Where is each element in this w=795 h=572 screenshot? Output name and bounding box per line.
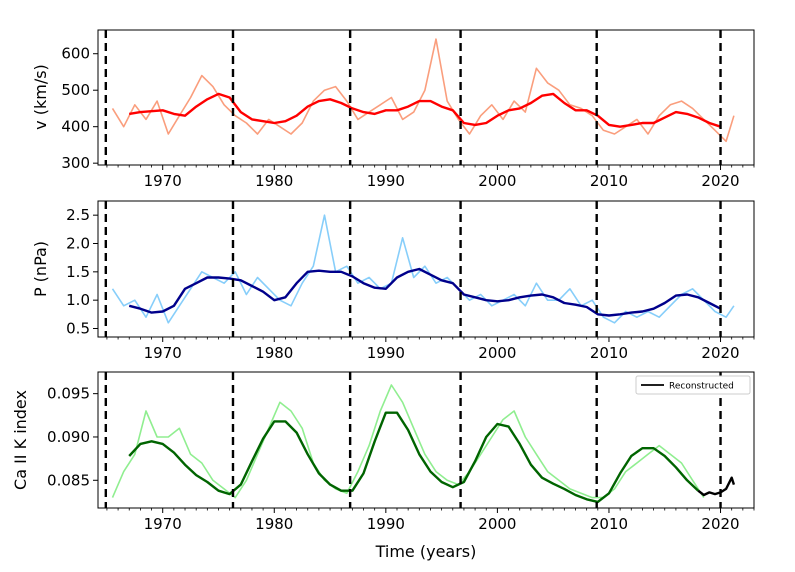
y-tick-label-pressure-2: 1.5 xyxy=(66,263,90,281)
x-axis-label: Time (years) xyxy=(375,542,477,561)
panel-pressure-frame xyxy=(97,200,755,338)
x-tick-label-velocity-2010: 2010 xyxy=(590,172,628,190)
x-tick-label-pressure-1970: 1970 xyxy=(144,344,182,362)
y-tick-label-pressure-1: 1.0 xyxy=(66,291,90,309)
x-tick-label-velocity-1990: 1990 xyxy=(367,172,405,190)
panel-pressure: 1970 1980 1990 2000 2010 20200.51.01.52.02.5 … xyxy=(31,200,755,362)
x-tick-label-velocity-2000: 2000 xyxy=(478,172,516,190)
legend-box xyxy=(635,375,751,395)
x-tick-label-velocity-1970: 1970 xyxy=(144,172,182,190)
series-velocity-v-monthly xyxy=(111,38,735,143)
x-tick-label-pressure-1990: 1990 xyxy=(367,344,405,362)
legend-label-reconstructed: Reconstructed xyxy=(669,382,734,392)
x-tick-label-caiik-1980: 1980 xyxy=(255,515,293,533)
x-tick-label-caiik-1970: 1970 xyxy=(144,515,182,533)
series-pressure-p-smoothed xyxy=(128,267,722,317)
y-tick-label-caiik-1: 0.090 xyxy=(47,428,90,446)
x-tick-label-pressure-2020: 2020 xyxy=(701,344,739,362)
y-tick-label-velocity-1: 400 xyxy=(61,118,90,136)
x-tick-label-pressure-2000: 2000 xyxy=(478,344,516,362)
x-tick-label-velocity-1980: 1980 xyxy=(255,172,293,190)
y-tick-label-velocity-2: 500 xyxy=(61,81,90,99)
panel-velocity-frame xyxy=(97,29,755,166)
series-caiik-reconstructed xyxy=(697,476,736,497)
y-tick-label-pressure-4: 2.5 xyxy=(66,206,90,224)
y-axis-label-caiik: Ca II K index xyxy=(11,390,30,490)
x-tick-label-caiik-2020: 2020 xyxy=(701,515,739,533)
legend: Reconstructed xyxy=(635,375,751,395)
panel-caiik: 1970 1980 1990 2000 2010 20200.0850.0900.095 … xyxy=(11,371,755,533)
x-tick-label-pressure-2010: 2010 xyxy=(590,344,628,362)
x-tick-label-caiik-2010: 2010 xyxy=(590,515,628,533)
y-axis-label-pressure: P (nPa) xyxy=(31,241,50,297)
y-tick-label-pressure-3: 2.0 xyxy=(66,235,90,253)
series-pressure-p-monthly xyxy=(111,214,735,324)
y-tick-label-pressure-0: 0.5 xyxy=(66,320,90,338)
x-tick-label-caiik-1990: 1990 xyxy=(367,515,405,533)
series-velocity-v-smoothed xyxy=(129,92,721,128)
series-caiik-ca-ii-k-smoothed xyxy=(128,411,700,504)
y-axis-label-velocity: v (km/s) xyxy=(31,64,50,130)
y-tick-label-caiik-2: 0.095 xyxy=(47,385,90,403)
panel-velocity: 1970 1980 1990 2000 2010 2020 300 400 500 600 v (… xyxy=(31,29,755,190)
y-tick-label-velocity-3: 600 xyxy=(61,45,90,63)
x-tick-label-pressure-1980: 1980 xyxy=(255,344,293,362)
y-tick-label-caiik-0: 0.085 xyxy=(47,471,90,489)
panel-caiik-frame xyxy=(97,371,755,509)
y-tick-label-velocity-0: 300 xyxy=(61,154,90,172)
x-tick-label-caiik-2000: 2000 xyxy=(478,515,516,533)
x-tick-label-velocity-2020: 2020 xyxy=(701,172,739,190)
